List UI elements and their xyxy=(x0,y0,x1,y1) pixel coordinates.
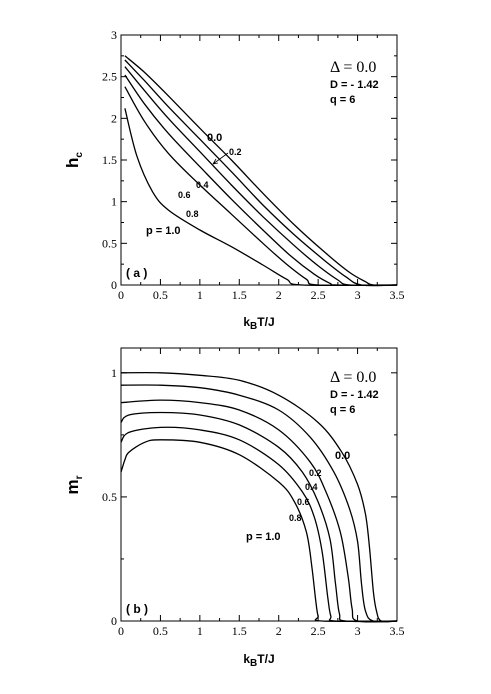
panel-a-tag: ( a ) xyxy=(126,266,147,280)
panel-a-y-tick-label: 2 xyxy=(111,111,117,125)
panel-a-x-tick-label: 2 xyxy=(276,288,282,302)
panel-b-y-tick-label: 0 xyxy=(111,614,117,628)
panel-b-y-tick-label: 1 xyxy=(111,366,117,380)
panel-b-delta-annotation: Δ = 0.0 xyxy=(330,369,376,386)
panel-a-y-tick-label: 1 xyxy=(111,195,117,209)
panel-a-series-2-line xyxy=(124,66,398,287)
panel-a-ticks: 0 0.5 1 1.5 2 2.5 3 3.5 0 0.5 1 1.5 2 2.5 3 xyxy=(102,28,405,302)
panel-a-q-annotation: q = 6 xyxy=(330,94,355,106)
panel-b-label-p0.2: 0.2 xyxy=(309,468,322,478)
panel-b-x-axis-label: kBT/J xyxy=(243,652,274,669)
panel-b-ticks: 0 0.5 1 1.5 2 2.5 3 3.5 0 0.5 1 xyxy=(102,348,405,638)
panel-b-x-tick-label: 3.5 xyxy=(390,624,405,638)
panel-a-series-4-line xyxy=(124,86,398,287)
panel-a-x-axis-label: kBT/J xyxy=(243,315,274,332)
panel-b-x-tick-label: 0.5 xyxy=(153,624,168,638)
panel-b-d-annotation: D = - 1.42 xyxy=(330,389,379,401)
panel-b-series-1-line xyxy=(120,384,398,623)
panel-b-y-tick-label: 0.5 xyxy=(102,490,117,504)
panel-a-label-p1.0: p = 1.0 xyxy=(146,225,181,237)
panel-b-label-p0.6: 0.6 xyxy=(297,497,310,507)
panel-b-chart: 0 0.5 1 1.5 2 2.5 3 3.5 0 0.5 1 mr kBT/J Δ = 0.0 D… xyxy=(63,347,405,669)
panel-b-x-tick-label: 1 xyxy=(197,624,203,638)
panel-b-x-tick-label: 3 xyxy=(355,624,361,638)
panel-a-series-3-line xyxy=(124,74,398,286)
panel-a-delta-annotation: Δ = 0.0 xyxy=(330,59,376,76)
panel-b-curves xyxy=(120,371,398,623)
panel-a-arrow-p0.2 xyxy=(212,152,229,165)
panel-b-x-tick-label: 2.5 xyxy=(311,624,326,638)
panel-a-x-tick-label: 2.5 xyxy=(311,288,326,302)
panel-b-series-4-line xyxy=(120,426,398,623)
panel-a-curves xyxy=(124,55,398,287)
panel-b-series-3-line xyxy=(120,411,398,623)
panel-b-tag: ( b ) xyxy=(126,602,148,616)
panel-a-series-5-line xyxy=(124,108,398,287)
panel-b-q-annotation: q = 6 xyxy=(330,404,355,416)
panel-a-label-p0.6: 0.6 xyxy=(178,190,191,200)
panel-b-x-tick-label: 0 xyxy=(118,624,124,638)
panel-a-label-p0.8: 0.8 xyxy=(186,209,199,219)
panel-a-x-tick-label: 0 xyxy=(118,288,124,302)
panel-b-label-p0.4: 0.4 xyxy=(305,482,318,492)
panel-a-chart: 0 0.5 1 1.5 2 2.5 3 3.5 0 0.5 1 1.5 2 2.5 3 hc kBT/J Δ… xyxy=(63,28,405,332)
panel-a-y-tick-label: 0.5 xyxy=(102,236,117,250)
panel-b-label-p1.0: p = 1.0 xyxy=(246,531,281,543)
panel-a-x-tick-label: 0.5 xyxy=(153,288,168,302)
panel-a-x-tick-label: 3.5 xyxy=(390,288,405,302)
panel-a-label-p0.0: 0.0 xyxy=(207,132,222,144)
panel-b-series-0-line xyxy=(120,371,398,623)
panel-a-d-annotation: D = - 1.42 xyxy=(330,79,379,91)
panel-a-y-tick-label: 2.5 xyxy=(102,70,117,84)
panel-a-x-tick-label: 1 xyxy=(197,288,203,302)
panel-b-x-tick-label: 2 xyxy=(276,624,282,638)
panel-a-y-tick-label: 0 xyxy=(111,278,117,292)
panel-b-x-tick-label: 1.5 xyxy=(232,624,247,638)
panel-b-label-p0.0: 0.0 xyxy=(335,450,350,462)
panel-a-label-p0.4: 0.4 xyxy=(196,180,209,190)
panel-a-y-axis-label: hc xyxy=(63,152,85,168)
panel-b-series-2-line xyxy=(120,399,398,623)
panel-a-y-tick-label: 1.5 xyxy=(102,153,117,167)
panel-b-y-axis-label: mr xyxy=(63,475,85,494)
panel-a-label-p0.2: 0.2 xyxy=(229,147,242,157)
panel-a-series-1-line xyxy=(124,59,398,287)
panel-b-series-5-line xyxy=(120,439,398,623)
panel-a-y-tick-label: 3 xyxy=(111,28,117,42)
panel-a-series-0-line xyxy=(124,55,398,286)
panel-a-x-tick-label: 3 xyxy=(355,288,361,302)
panel-a-x-tick-label: 1.5 xyxy=(232,288,247,302)
panel-b-label-p0.8: 0.8 xyxy=(289,513,302,523)
